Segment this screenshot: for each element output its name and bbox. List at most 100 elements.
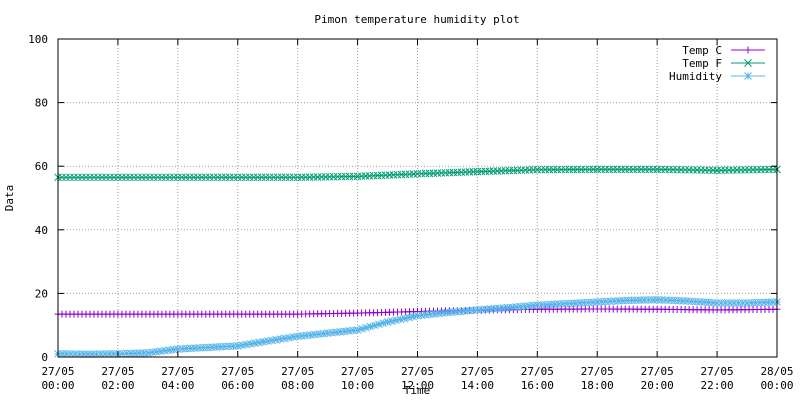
series-temp-f	[54, 165, 781, 182]
data-point	[340, 327, 349, 336]
data-point	[524, 302, 533, 310]
data-point	[298, 332, 306, 340]
data-point	[563, 299, 572, 308]
data-point	[221, 342, 229, 351]
legend-label: Temp F	[682, 57, 722, 70]
data-point	[242, 340, 251, 349]
data-point	[358, 324, 366, 333]
data-point	[255, 338, 264, 347]
data-point	[379, 319, 388, 328]
data-point	[452, 307, 460, 316]
data-point	[435, 309, 443, 318]
data-point	[251, 339, 259, 347]
data-point	[285, 333, 293, 342]
data-point	[589, 298, 597, 307]
data-point	[349, 326, 358, 335]
data-point	[315, 330, 323, 338]
data-point	[182, 344, 191, 353]
data-point	[101, 350, 109, 358]
data-point	[661, 296, 670, 304]
x-tick-label: 27/05 12:00	[401, 365, 434, 392]
x-tick-label: 27/05 04:00	[161, 365, 194, 392]
data-point	[593, 298, 602, 306]
data-point	[405, 313, 413, 322]
series-humidity	[54, 295, 781, 358]
data-point	[208, 343, 216, 352]
data-point	[135, 349, 144, 357]
legend-marker	[744, 46, 752, 54]
data-point	[212, 343, 221, 351]
x-tick-label: 27/05 00:00	[41, 365, 74, 392]
data-point	[499, 304, 507, 312]
data-point	[422, 310, 430, 319]
data-point	[619, 296, 627, 305]
data-point	[670, 296, 679, 305]
data-point	[678, 296, 687, 305]
legend-marker	[744, 59, 752, 67]
y-tick-label: 0	[41, 351, 48, 364]
data-point	[584, 298, 593, 307]
data-point	[109, 350, 118, 358]
axes: 0 20 40 60 80 100 27/05 00:00 27/05 02:00 27/05 04:…	[28, 33, 793, 392]
data-point	[122, 349, 131, 358]
data-point	[272, 335, 281, 344]
data-point	[409, 312, 418, 321]
data-point	[601, 297, 610, 306]
x-tick-label: 27/05 06:00	[221, 365, 254, 392]
data-point	[631, 296, 640, 305]
data-point	[653, 295, 662, 304]
data-point	[738, 299, 747, 307]
data-point	[627, 296, 636, 305]
data-point	[683, 297, 691, 305]
data-point	[687, 297, 696, 306]
data-point	[276, 335, 285, 343]
data-point	[674, 296, 683, 305]
x-tick-label: 27/05 14:00	[461, 365, 494, 392]
x-tick-label: 27/05 20:00	[641, 365, 674, 392]
data-point	[238, 341, 246, 350]
x-axis-label: Time	[404, 384, 431, 397]
data-point	[554, 300, 563, 308]
data-point	[336, 327, 345, 336]
x-tick-label: 27/05 16:00	[521, 365, 554, 392]
data-point	[730, 299, 739, 307]
data-point	[84, 350, 92, 358]
data-point	[144, 349, 152, 357]
data-point	[503, 303, 512, 312]
data-point	[203, 343, 212, 352]
data-point	[700, 298, 709, 306]
data-point	[345, 327, 353, 335]
data-point	[161, 346, 169, 355]
data-point	[392, 316, 400, 325]
data-point	[152, 347, 161, 356]
x-tick-label: 27/05 10:00	[341, 365, 374, 392]
data-point	[576, 299, 584, 307]
data-point	[169, 345, 178, 354]
data-point	[610, 297, 619, 305]
data-point	[96, 350, 105, 358]
data-point	[734, 299, 743, 307]
chart-title: Pimon temperature humidity plot	[314, 13, 519, 26]
data-point	[546, 300, 555, 309]
data-point	[726, 299, 734, 307]
y-tick-label: 20	[35, 287, 48, 300]
data-point	[216, 342, 225, 351]
grid	[58, 39, 777, 357]
data-point	[490, 304, 499, 313]
data-point	[165, 346, 174, 354]
data-point	[760, 298, 769, 307]
data-point	[644, 296, 653, 304]
y-tick-label: 100	[28, 33, 48, 46]
data-point	[597, 297, 606, 306]
data-point	[747, 298, 756, 307]
data-point	[280, 334, 289, 343]
data-point	[657, 296, 666, 304]
data-point	[139, 349, 148, 357]
data-point	[743, 299, 751, 307]
data-point	[640, 296, 649, 304]
data-point	[580, 298, 589, 307]
data-point	[649, 295, 657, 304]
data-point	[417, 311, 426, 320]
data-point	[768, 298, 777, 306]
